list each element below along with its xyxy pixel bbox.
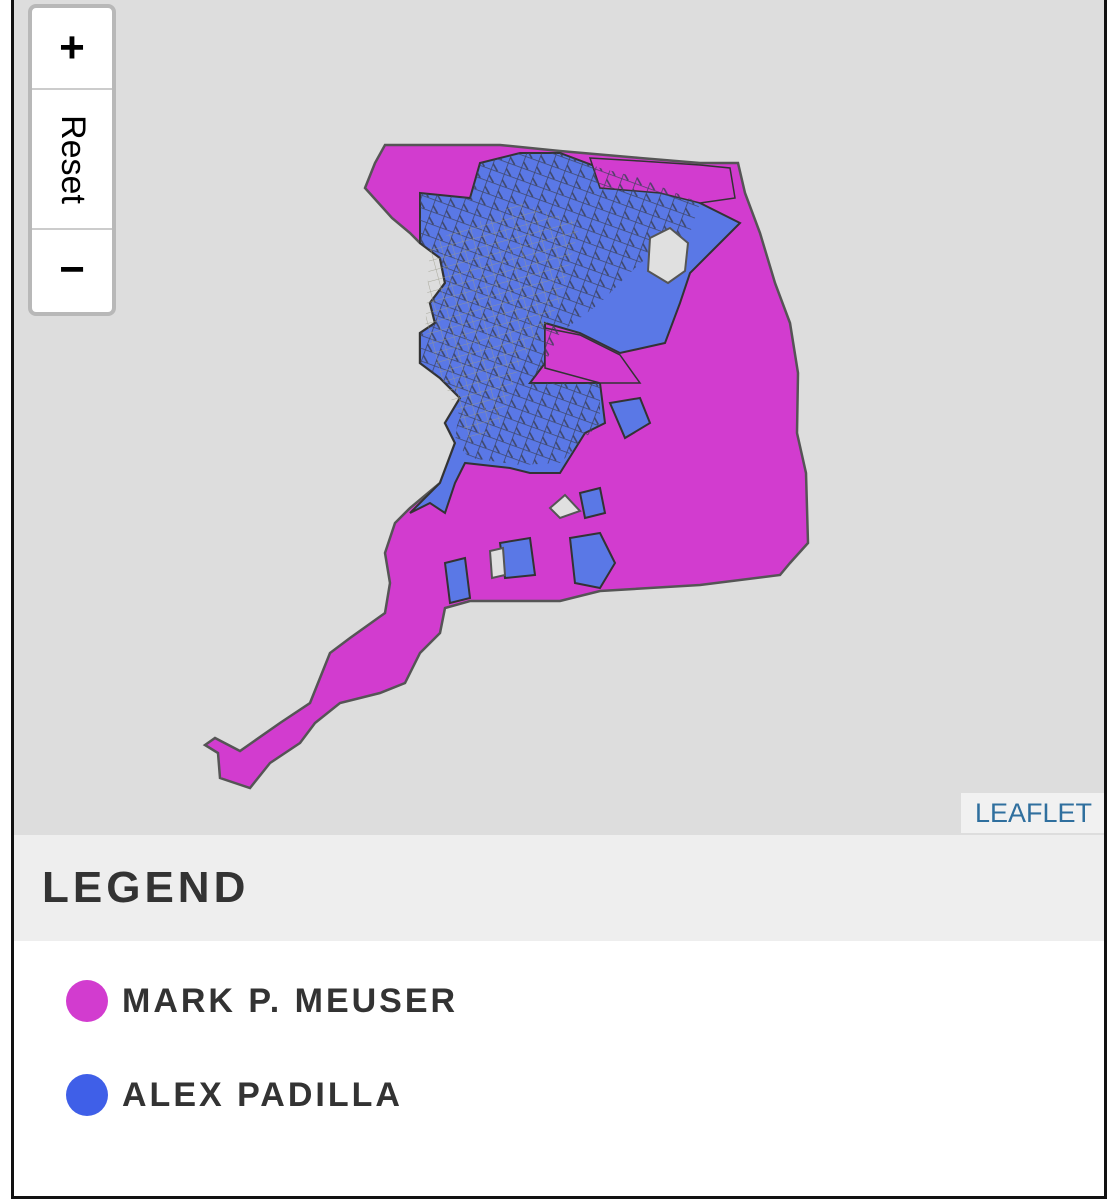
zoom-control: + Reset − xyxy=(28,4,116,316)
election-map[interactable]: + Reset − LEAFLET xyxy=(14,0,1104,835)
map-widget: + Reset − LEAFLET LEGEND MARK P. MEUSER … xyxy=(11,0,1107,1199)
legend-label: ALEX PADILLA xyxy=(122,1075,403,1114)
legend-item-meuser: MARK P. MEUSER xyxy=(66,980,458,1022)
zoom-in-button[interactable]: + xyxy=(32,8,112,90)
padilla-color-swatch xyxy=(66,1074,108,1116)
no-data-areas xyxy=(488,226,690,580)
meuser-color-swatch xyxy=(66,980,108,1022)
precinct-layer[interactable] xyxy=(14,3,1104,835)
legend-item-padilla: ALEX PADILLA xyxy=(66,1074,403,1116)
zoom-out-button[interactable]: − xyxy=(59,245,85,294)
legend-label: MARK P. MEUSER xyxy=(122,981,459,1020)
leaflet-attribution-link[interactable]: LEAFLET xyxy=(960,793,1104,833)
reset-button[interactable]: Reset xyxy=(32,90,112,230)
legend-title: LEGEND xyxy=(42,863,250,912)
legend-header: LEGEND xyxy=(14,835,1104,941)
reset-label: Reset xyxy=(53,114,92,204)
